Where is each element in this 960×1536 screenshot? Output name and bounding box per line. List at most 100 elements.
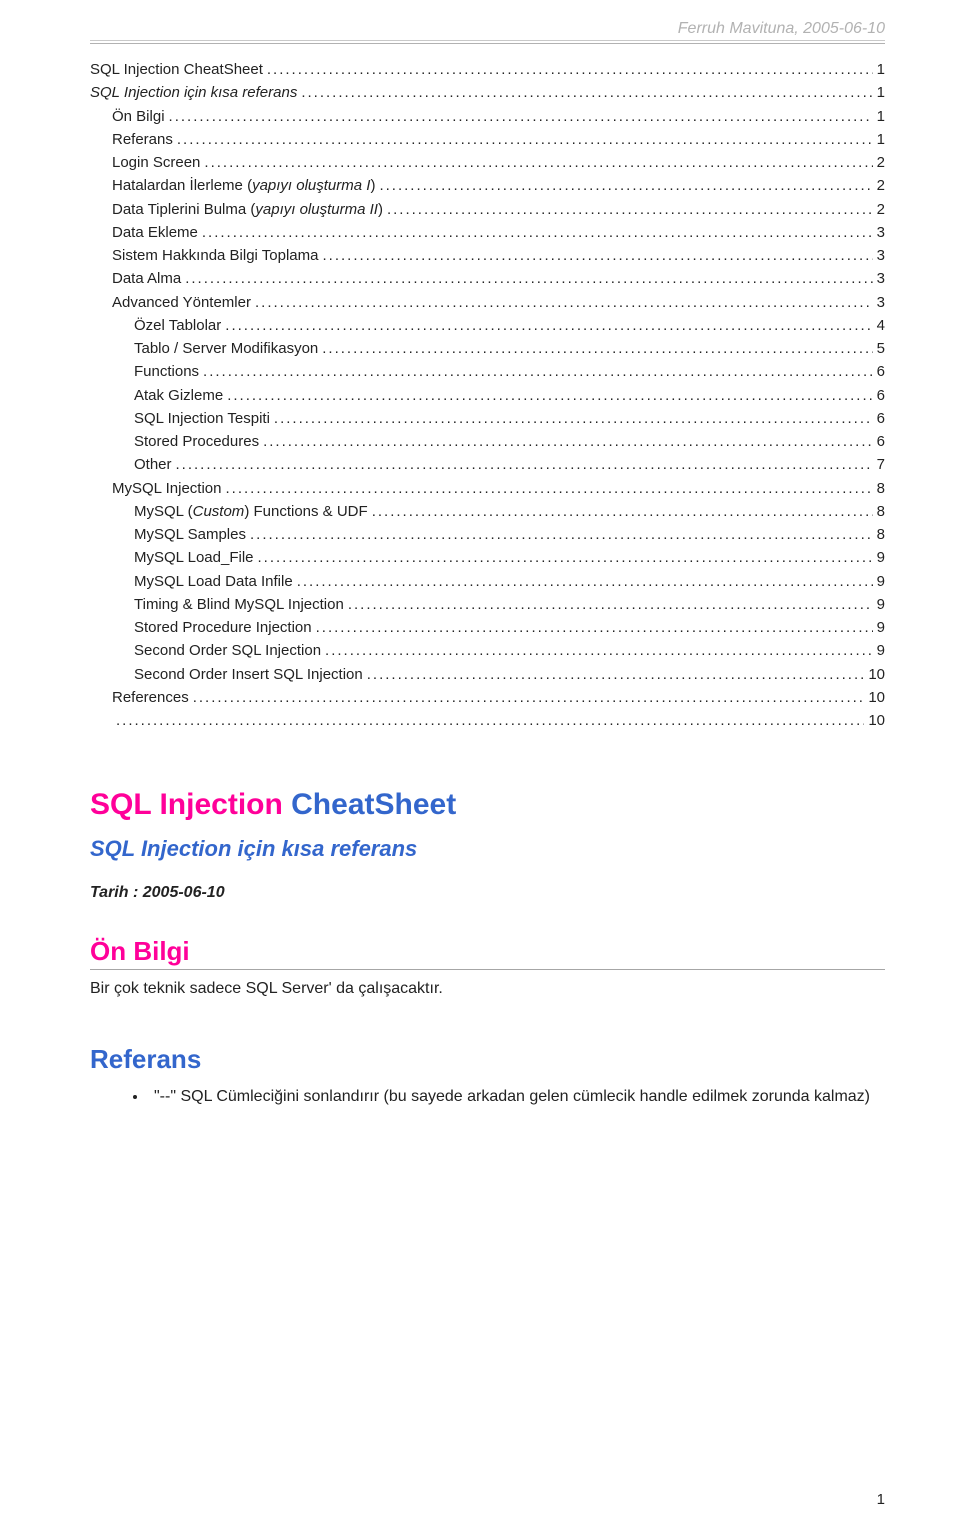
toc-page: 6	[873, 360, 885, 383]
toc-dots	[165, 105, 873, 128]
toc-dots	[173, 128, 873, 151]
toc-page: 3	[873, 267, 885, 290]
title-part1: SQL Injection	[90, 788, 291, 821]
toc-label: Sistem Hakkında Bilgi Toplama	[112, 244, 318, 267]
toc-row: Tablo / Server Modifikasyon 5	[90, 337, 885, 360]
onbilgi-text: Bir çok teknik sadece SQL Server' da çal…	[90, 980, 885, 998]
toc-row: Stored Procedures 6	[90, 430, 885, 453]
toc-row: Login Screen 2	[90, 151, 885, 174]
toc-label: Second Order Insert SQL Injection	[134, 663, 363, 686]
toc-row: Advanced Yöntemler 3	[90, 291, 885, 314]
toc-dots	[363, 663, 865, 686]
toc-row: MySQL Samples8	[90, 523, 885, 546]
toc-row: SQL Injection için kısa referans1	[90, 81, 885, 104]
toc-dots	[383, 198, 873, 221]
toc-page: 9	[873, 546, 885, 569]
title-part2: CheatSheet	[291, 788, 456, 821]
table-of-contents: SQL Injection CheatSheet1SQL Injection i…	[90, 58, 885, 732]
toc-dots	[263, 58, 873, 81]
toc-page: 1	[873, 105, 885, 128]
tarih-value: 2005-06-10	[143, 884, 225, 901]
toc-page: 8	[873, 477, 885, 500]
toc-label: Tablo / Server Modifikasyon	[134, 337, 318, 360]
referans-list: "--" SQL Cümleciğini sonlandırır (bu say…	[90, 1085, 885, 1109]
toc-label: MySQL Samples	[134, 523, 246, 546]
toc-label: MySQL Load Data Infile	[134, 570, 293, 593]
header-rule	[90, 43, 885, 44]
toc-dots	[259, 430, 873, 453]
tarih-line: Tarih : 2005-06-10	[90, 884, 885, 902]
toc-label: SQL Injection Tespiti	[134, 407, 270, 430]
toc-page: 5	[873, 337, 885, 360]
toc-page: 9	[873, 593, 885, 616]
toc-dots	[172, 453, 873, 476]
toc-page: 2	[873, 174, 885, 197]
toc-row: Atak Gizleme6	[90, 384, 885, 407]
toc-label: Stored Procedure Injection	[134, 616, 312, 639]
toc-page: 10	[864, 663, 885, 686]
toc-dots	[198, 221, 873, 244]
header-author: Ferruh Mavituna	[678, 20, 795, 37]
toc-row: SQL Injection Tespiti6	[90, 407, 885, 430]
toc-page: 1	[873, 58, 885, 81]
referans-item: "--" SQL Cümleciğini sonlandırır (bu say…	[148, 1085, 885, 1109]
toc-label: References	[112, 686, 189, 709]
toc-label: MySQL Load_File	[134, 546, 254, 569]
toc-dots	[200, 151, 872, 174]
toc-label: SQL Injection için kısa referans	[90, 81, 297, 104]
toc-label: Atak Gizleme	[134, 384, 223, 407]
toc-page: 2	[873, 198, 885, 221]
toc-page: 4	[873, 314, 885, 337]
toc-dots	[112, 709, 864, 732]
toc-page: 3	[873, 291, 885, 314]
toc-row: Sistem Hakkında Bilgi Toplama3	[90, 244, 885, 267]
toc-label: Login Screen	[112, 151, 200, 174]
section-onbilgi-title: Ön Bilgi	[90, 936, 885, 967]
toc-dots	[318, 244, 872, 267]
toc-row: Second Order SQL Injection 9	[90, 639, 885, 662]
toc-row: MySQL Injection 8	[90, 477, 885, 500]
toc-dots	[181, 267, 872, 290]
toc-dots	[251, 291, 873, 314]
toc-row: SQL Injection CheatSheet 1	[90, 58, 885, 81]
toc-label: Advanced Yöntemler	[112, 291, 251, 314]
toc-page: 1	[873, 128, 885, 151]
toc-dots	[293, 570, 873, 593]
toc-page: 2	[873, 151, 885, 174]
toc-row: Timing & Blind MySQL Injection 9	[90, 593, 885, 616]
page-title: SQL Injection CheatSheet	[90, 788, 885, 822]
toc-label: Second Order SQL Injection	[134, 639, 321, 662]
toc-label: Hatalardan İlerleme (yapıyı oluşturma I)	[112, 174, 375, 197]
toc-dots	[222, 477, 873, 500]
toc-row: 10	[90, 709, 885, 732]
toc-row: Özel Tablolar 4	[90, 314, 885, 337]
toc-page: 9	[873, 570, 885, 593]
toc-row: Referans1	[90, 128, 885, 151]
toc-label: Functions	[134, 360, 199, 383]
page-subtitle: SQL Injection için kısa referans	[90, 836, 885, 862]
toc-page: 8	[873, 500, 885, 523]
toc-label: Data Tiplerini Bulma (yapıyı oluşturma I…	[112, 198, 383, 221]
toc-label: Data Alma	[112, 267, 181, 290]
toc-dots	[189, 686, 865, 709]
toc-label: Timing & Blind MySQL Injection	[134, 593, 344, 616]
toc-dots	[199, 360, 873, 383]
toc-dots	[321, 639, 873, 662]
toc-label: Other	[134, 453, 172, 476]
toc-page: 9	[873, 616, 885, 639]
toc-label: Stored Procedures	[134, 430, 259, 453]
toc-row: MySQL (Custom) Functions & UDF8	[90, 500, 885, 523]
toc-page: 9	[873, 639, 885, 662]
toc-label: Özel Tablolar	[134, 314, 221, 337]
toc-label: SQL Injection CheatSheet	[90, 58, 263, 81]
toc-row: Other7	[90, 453, 885, 476]
toc-row: Data Alma 3	[90, 267, 885, 290]
toc-label: MySQL Injection	[112, 477, 222, 500]
toc-page: 6	[873, 430, 885, 453]
toc-dots	[344, 593, 873, 616]
toc-dots	[368, 500, 873, 523]
section-rule	[90, 969, 885, 970]
toc-page: 10	[864, 686, 885, 709]
toc-page: 10	[864, 709, 885, 732]
page-number: 1	[877, 1491, 885, 1508]
